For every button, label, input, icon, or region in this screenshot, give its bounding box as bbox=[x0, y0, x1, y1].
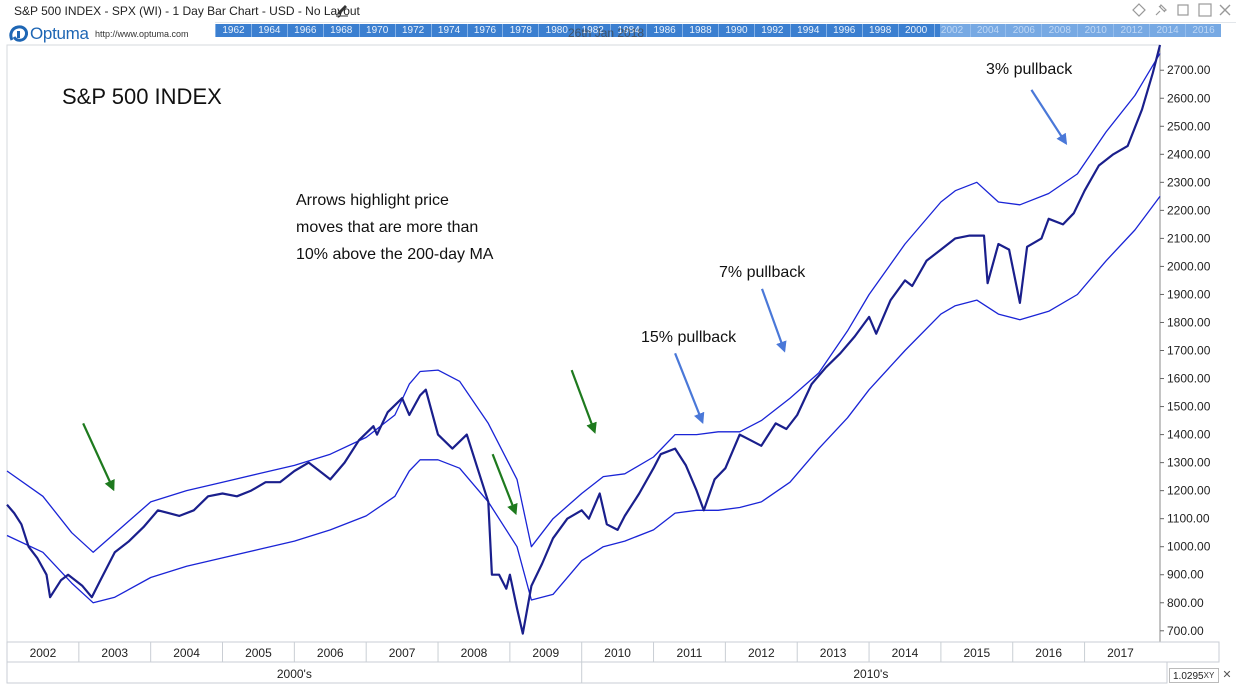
overview-year-label[interactable]: 1972 bbox=[394, 24, 431, 37]
y-tick-label: 2300.00 bbox=[1167, 175, 1211, 189]
y-tick-label: 800.00 bbox=[1167, 596, 1204, 610]
y-tick-label: 1300.00 bbox=[1167, 456, 1211, 470]
overview-date-caption: 26th Jan 2018 bbox=[568, 26, 645, 40]
overview-year-label[interactable]: 1982 bbox=[574, 24, 610, 37]
maximize-icon[interactable] bbox=[1197, 2, 1213, 18]
pullback-label: 3% pullback bbox=[986, 61, 1073, 78]
plot-area bbox=[6, 44, 1161, 643]
y-tick-label: 900.00 bbox=[1167, 568, 1204, 582]
y-tick-label: 1500.00 bbox=[1167, 400, 1211, 414]
pullback-arrow bbox=[760, 288, 787, 353]
logo-text: Optuma bbox=[30, 24, 89, 43]
pullback-arrow bbox=[674, 352, 705, 425]
overview-year-label[interactable]: 1984 bbox=[610, 24, 646, 37]
overview-year-label[interactable]: 1994 bbox=[789, 24, 826, 37]
pin-icon[interactable] bbox=[1153, 2, 1169, 18]
optuma-logo-icon bbox=[9, 25, 28, 42]
chart-title: S&P 500 INDEX bbox=[62, 84, 222, 109]
annotation-text: moves that are more than bbox=[296, 219, 478, 236]
y-tick-label: 1200.00 bbox=[1167, 484, 1211, 498]
pullback-label: 7% pullback bbox=[719, 264, 806, 281]
logo-url[interactable]: http://www.optuma.com bbox=[95, 29, 189, 39]
x-tick-label: 2017 bbox=[1107, 646, 1134, 660]
x-tick-label: 2004 bbox=[173, 646, 200, 660]
y-tick-label: 1800.00 bbox=[1167, 315, 1211, 329]
overview-year-label[interactable]: 1980 bbox=[538, 24, 574, 37]
pullback-label: 15% pullback bbox=[641, 329, 737, 346]
y-tick-label: 1400.00 bbox=[1167, 428, 1211, 442]
y-tick-label: 1100.00 bbox=[1167, 512, 1210, 526]
overview-year-label[interactable]: 1988 bbox=[682, 24, 718, 37]
overview-year-label[interactable]: 1974 bbox=[430, 24, 467, 37]
diamond-icon[interactable] bbox=[1131, 2, 1147, 18]
pencil-icon[interactable] bbox=[335, 3, 349, 17]
y-tick-label: 1600.00 bbox=[1167, 372, 1211, 386]
value-readout[interactable]: 1.0295 bbox=[1169, 668, 1219, 683]
overview-year-label[interactable]: 1996 bbox=[825, 24, 862, 37]
overview-year-label[interactable]: 1990 bbox=[718, 24, 754, 37]
lower-band-series bbox=[6, 196, 1161, 604]
branding-bar: Optuma http://www.optuma.com bbox=[0, 22, 215, 44]
overview-year-label[interactable]: 1970 bbox=[358, 24, 395, 37]
overview-year-label[interactable]: 1978 bbox=[502, 24, 538, 37]
y-tick-label: 1700.00 bbox=[1167, 344, 1211, 358]
overview-year-label[interactable]: 1966 bbox=[286, 24, 323, 37]
y-tick-label: 2500.00 bbox=[1167, 119, 1211, 133]
x-tick-label: 2007 bbox=[389, 646, 416, 660]
x-tick-label: 2011 bbox=[677, 646, 703, 660]
y-tick-label: 1900.00 bbox=[1167, 287, 1211, 301]
close-icon[interactable] bbox=[1217, 2, 1233, 18]
overview-year-label[interactable]: 1962 bbox=[215, 24, 251, 37]
pullback-arrow bbox=[1030, 89, 1068, 145]
close-readout-icon[interactable]: ✕ bbox=[1222, 669, 1232, 681]
y-tick-label: 2000.00 bbox=[1167, 259, 1211, 273]
overview-year-label[interactable]: 1992 bbox=[753, 24, 790, 37]
annotation-text: 10% above the 200-day MA bbox=[296, 246, 494, 263]
overview-year-label[interactable]: 1964 bbox=[250, 24, 287, 37]
y-tick-label: 2700.00 bbox=[1167, 63, 1211, 77]
window-title: S&P 500 INDEX - SPX (WI) - 1 Day Bar Cha… bbox=[14, 4, 360, 18]
y-tick-label: 2600.00 bbox=[1167, 91, 1211, 105]
y-tick-label: 2400.00 bbox=[1167, 147, 1211, 161]
x-tick-label: 2010 bbox=[604, 646, 631, 660]
x-tick-label: 2013 bbox=[820, 646, 847, 660]
x-tick-label: 2014 bbox=[892, 646, 919, 660]
decade-label: 2000's bbox=[277, 667, 312, 681]
upper-band-series bbox=[6, 53, 1161, 553]
title-bar: S&P 500 INDEX - SPX (WI) - 1 Day Bar Cha… bbox=[0, 0, 1236, 23]
y-tick-label: 1000.00 bbox=[1167, 540, 1211, 554]
overview-year-label[interactable]: 1998 bbox=[861, 24, 898, 37]
restore-icon[interactable] bbox=[1175, 2, 1191, 18]
decade-band bbox=[6, 661, 1168, 684]
x-tick-label: 2008 bbox=[461, 646, 488, 660]
price-series bbox=[6, 44, 1162, 635]
x-tick-label: 2005 bbox=[245, 646, 272, 660]
overview-year-label[interactable]: 1976 bbox=[466, 24, 503, 37]
overview-window[interactable] bbox=[940, 24, 1221, 37]
xy-toggle-button[interactable]: XY bbox=[1203, 671, 1215, 680]
annotation-text: Arrows highlight price bbox=[296, 192, 449, 209]
decade-label: 2010's bbox=[853, 667, 888, 681]
x-tick-label: 2016 bbox=[1035, 646, 1062, 660]
green-arrow bbox=[570, 369, 597, 434]
green-arrow bbox=[82, 422, 115, 492]
overview-year-label[interactable]: 2000 bbox=[897, 24, 934, 37]
overview-year-label[interactable]: 1968 bbox=[322, 24, 359, 37]
green-arrow bbox=[491, 453, 518, 516]
x-tick-label: 2002 bbox=[30, 646, 57, 660]
x-tick-label: 2012 bbox=[748, 646, 775, 660]
x-tick-label: 2003 bbox=[101, 646, 128, 660]
x-tick-label: 2015 bbox=[963, 646, 990, 660]
y-tick-label: 2200.00 bbox=[1167, 203, 1211, 217]
y-tick-label: 700.00 bbox=[1167, 624, 1204, 638]
y-tick-label: 2100.00 bbox=[1167, 231, 1211, 245]
overview-year-label[interactable]: 1986 bbox=[646, 24, 682, 37]
x-tick-label: 2006 bbox=[317, 646, 344, 660]
x-tick-label: 2009 bbox=[532, 646, 559, 660]
